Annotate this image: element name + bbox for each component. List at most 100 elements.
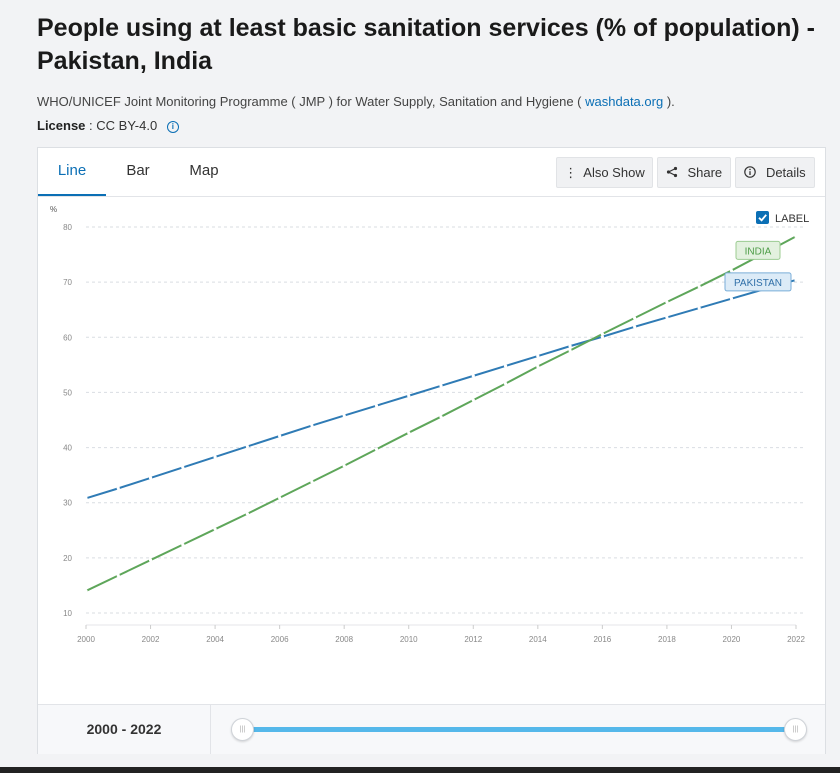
y-axis-ticks: 10 20 30 40 50 60 70 80 [63, 223, 72, 618]
data-point[interactable] [245, 444, 249, 449]
year-range-slider: 2000 - 2022 ||| ||| [38, 704, 825, 754]
bottom-strip [0, 767, 840, 773]
slider-handle-start[interactable]: ||| [231, 718, 254, 741]
details-button[interactable]: Details [735, 157, 815, 188]
data-point[interactable] [633, 316, 637, 320]
data-point[interactable] [245, 512, 249, 516]
label-toggle-text: LABEL [775, 213, 809, 225]
x-axis-ticks: 2000 2002 2004 2006 2008 2010 2012 2014 2016 2018… [77, 624, 805, 644]
also-show-button[interactable]: ⋮ Also Show [556, 157, 653, 188]
x-tick-label: 2014 [529, 635, 547, 644]
data-point[interactable] [213, 527, 217, 531]
data-point[interactable] [407, 431, 411, 435]
series-label-india: INDIA [735, 240, 781, 260]
series-line-pakistan [85, 278, 797, 500]
series-label-pakistan: PAKISTAN [724, 272, 792, 292]
x-tick-label: 2000 [77, 635, 95, 644]
share-icon [666, 165, 682, 180]
data-point[interactable] [148, 476, 153, 480]
data-point[interactable] [148, 558, 153, 562]
y-tick-label: 70 [63, 278, 72, 287]
x-tick-label: 2018 [658, 635, 676, 644]
info-icon[interactable]: i [166, 121, 179, 133]
data-point[interactable] [278, 496, 282, 500]
series-label-box [724, 272, 792, 292]
label-toggle[interactable]: LABEL [756, 211, 809, 225]
data-point[interactable] [600, 332, 604, 336]
y-axis-label: % [50, 205, 57, 214]
info-circle-icon [744, 165, 760, 180]
data-point[interactable] [374, 447, 379, 451]
chart-panel: Line Bar Map ⋮ Also Show Share Details 10… [37, 147, 826, 754]
x-tick-label: 2010 [400, 635, 418, 644]
source-link[interactable]: washdata.org [585, 94, 664, 109]
data-point[interactable] [342, 464, 346, 468]
data-point[interactable] [342, 413, 346, 418]
data-point[interactable] [536, 364, 540, 369]
data-point[interactable] [729, 268, 734, 273]
data-point[interactable] [568, 348, 572, 353]
y-tick-label: 60 [63, 333, 72, 342]
data-point[interactable] [794, 278, 798, 282]
more-vertical-icon: ⋮ [564, 165, 578, 180]
data-point[interactable] [181, 543, 185, 547]
grid [86, 226, 806, 614]
data-point[interactable] [471, 398, 475, 402]
data-point[interactable] [697, 284, 701, 289]
source-line: WHO/UNICEF Joint Monitoring Programme ( … [37, 94, 675, 109]
series-labels: PAKISTAN INDIA [724, 240, 792, 292]
data-point[interactable] [794, 234, 798, 238]
license-label: License [37, 118, 86, 133]
data-point[interactable] [84, 589, 88, 593]
data-point[interactable] [568, 344, 572, 348]
data-point[interactable] [665, 300, 669, 304]
data-point[interactable] [503, 364, 508, 368]
data-point[interactable] [213, 455, 217, 459]
slider-track[interactable] [243, 727, 793, 732]
slider-handle-end[interactable]: ||| [784, 718, 807, 741]
data-point[interactable] [310, 423, 314, 428]
label-checkbox[interactable] [756, 211, 769, 224]
tab-bar[interactable]: Bar [126, 162, 150, 179]
source-suffix: ). [666, 94, 675, 109]
y-tick-label: 20 [63, 554, 72, 563]
series-group [84, 234, 798, 593]
data-point[interactable] [600, 335, 604, 339]
share-button[interactable]: Share [657, 157, 731, 188]
data-point[interactable] [536, 354, 540, 358]
check-icon [758, 214, 767, 222]
tab-map[interactable]: Map [189, 162, 219, 179]
data-point[interactable] [665, 315, 669, 320]
y-tick-label: 40 [63, 444, 72, 453]
data-point[interactable] [374, 404, 379, 408]
data-point[interactable] [471, 374, 475, 378]
data-point[interactable] [633, 325, 637, 329]
range-label: 2000 - 2022 [38, 705, 211, 754]
x-tick-label: 2020 [723, 635, 741, 644]
range-start-label: 2000 [86, 721, 118, 737]
data-point[interactable] [116, 486, 120, 490]
license-value: : CC BY-4.0 [89, 118, 158, 133]
range-end-label: 2022 [130, 721, 162, 737]
x-tick-label: 2016 [593, 635, 611, 644]
y-tick-label: 10 [63, 609, 72, 618]
source-text: WHO/UNICEF Joint Monitoring Programme ( … [37, 94, 582, 109]
x-tick-label: 2008 [335, 635, 353, 644]
license-line: License : CC BY-4.0 i [37, 118, 179, 133]
data-point[interactable] [439, 384, 443, 388]
series-line-india [85, 235, 797, 592]
data-point[interactable] [310, 480, 314, 484]
data-point[interactable] [84, 496, 88, 500]
data-point[interactable] [116, 573, 120, 578]
details-label: Details [765, 165, 806, 180]
data-point[interactable] [181, 465, 185, 470]
x-tick-label: 2002 [142, 635, 160, 644]
y-tick-label: 50 [63, 388, 72, 397]
data-point[interactable] [697, 306, 701, 310]
tab-line[interactable]: Line [38, 148, 106, 196]
data-point[interactable] [278, 434, 282, 438]
data-point[interactable] [439, 415, 443, 419]
data-point[interactable] [503, 382, 508, 386]
data-point[interactable] [407, 394, 411, 398]
data-point[interactable] [729, 297, 734, 301]
